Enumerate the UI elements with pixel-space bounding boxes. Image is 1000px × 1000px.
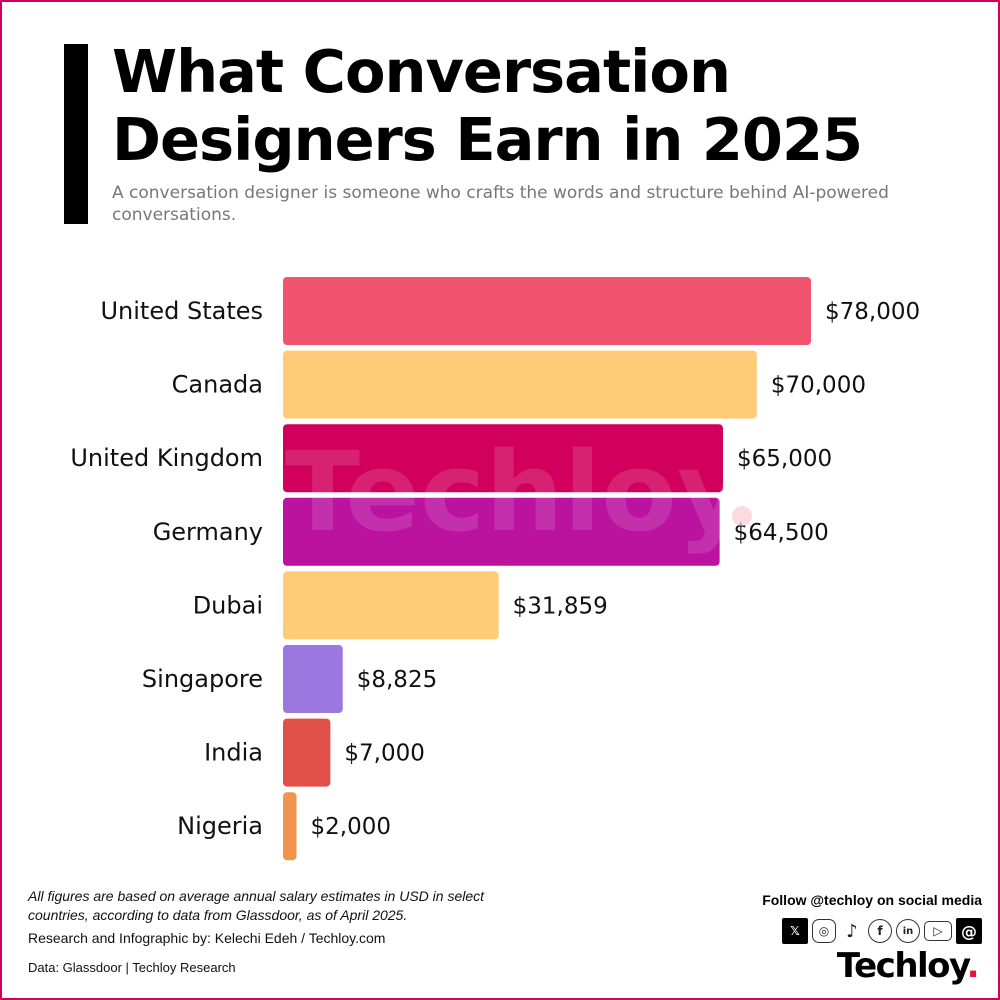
value-label: $8,825 (357, 667, 437, 693)
page-title: What Conversation Designers Earn in 2025 (112, 37, 863, 174)
title-accent-bar (64, 44, 88, 224)
category-label: India (204, 739, 263, 767)
footnote: All figures are based on average annual … (28, 888, 485, 923)
watermark: Techloy (285, 428, 749, 556)
tiktok-icon[interactable]: ♪ (846, 920, 858, 942)
value-label: $7,000 (344, 741, 424, 767)
value-label: $64,500 (734, 520, 829, 546)
youtube-icon[interactable]: ▷ (924, 921, 952, 941)
linkedin-icon[interactable]: in (896, 919, 920, 943)
x-icon[interactable]: 𝕏 (782, 918, 808, 944)
follow-text: Follow @techloy on social media (762, 892, 982, 908)
data-source: Data: Glassdoor | Techloy Research (28, 960, 236, 975)
category-label: Nigeria (177, 812, 263, 840)
bar-chart: United States $78,000 Canada $70,000 United … (70, 277, 920, 861)
bar (283, 645, 343, 713)
bar (283, 277, 811, 345)
bar (283, 718, 331, 787)
value-label: $2,000 (311, 814, 391, 840)
bar (283, 571, 499, 640)
bar (283, 350, 757, 419)
category-label: United States (100, 297, 263, 325)
instagram-icon[interactable]: ◎ (812, 919, 836, 943)
category-label: Singapore (142, 665, 263, 693)
category-label: Germany (153, 518, 263, 546)
value-label: $65,000 (737, 446, 832, 472)
value-label: $31,859 (513, 593, 608, 619)
bar (283, 497, 720, 566)
value-label: $78,000 (825, 299, 920, 325)
facebook-icon[interactable]: f (868, 919, 892, 943)
category-label: Dubai (193, 591, 263, 619)
threads-icon[interactable]: @ (956, 918, 982, 944)
techloy-logo: Techloy. (836, 946, 980, 986)
social-icons: 𝕏 ◎ ♪ f in ▷ @ (782, 918, 982, 944)
credit: Research and Infographic by: Kelechi Ede… (28, 930, 386, 946)
value-label: $70,000 (771, 373, 866, 399)
bar (283, 424, 723, 493)
category-label: Canada (172, 371, 263, 399)
subtitle: A conversation designer is someone who c… (112, 183, 889, 225)
bar (283, 792, 297, 861)
category-label: United Kingdom (70, 444, 263, 472)
watermark-dot (732, 506, 752, 526)
